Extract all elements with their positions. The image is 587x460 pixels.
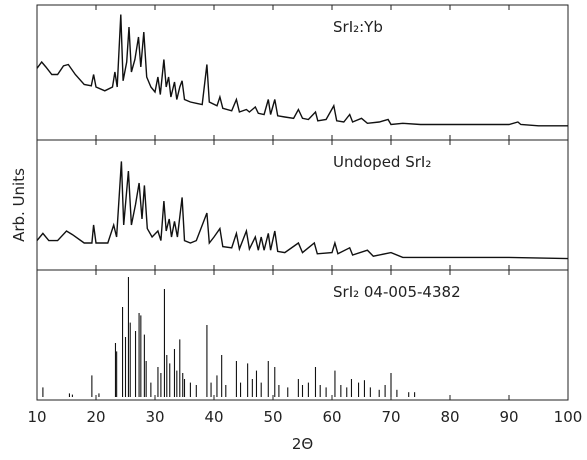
pattern-line	[36, 14, 568, 127]
x-tick-label: 100	[554, 408, 583, 426]
y-axis-label: Arb. Units	[10, 168, 28, 242]
x-tick-label: 60	[322, 408, 341, 426]
x-tick-label: 80	[440, 408, 459, 426]
x-tick-label: 70	[381, 408, 400, 426]
panel-label: SrI₂ 04-005-4382	[333, 283, 461, 301]
x-tick-label: 20	[86, 408, 105, 426]
panel-frame	[36, 139, 569, 271]
x-tick-label: 10	[27, 408, 46, 426]
panel-frame	[36, 4, 569, 141]
x-tick-label: 30	[145, 408, 164, 426]
panel-frame	[36, 269, 569, 401]
x-tick-label: 50	[263, 408, 282, 426]
panel-label: SrI₂:Yb	[333, 18, 383, 36]
panel-label: Undoped SrI₂	[333, 153, 431, 171]
x-axis-label: 2Θ	[292, 435, 313, 453]
x-tick-label: 40	[204, 408, 223, 426]
pattern-line	[36, 161, 569, 260]
x-tick-label: 90	[499, 408, 518, 426]
